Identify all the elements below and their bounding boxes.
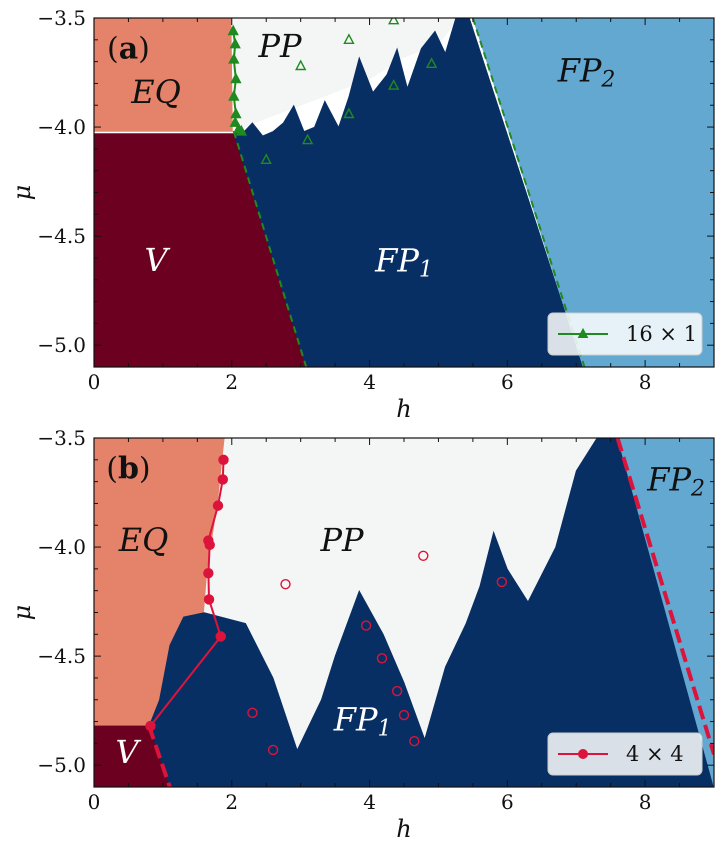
panel-b-boundary-line-1 <box>147 725 172 787</box>
panel-a-point-filled-1 <box>227 24 239 36</box>
panel-a-panel-label: (a) <box>107 32 150 67</box>
panel-b-region-v <box>94 725 171 787</box>
panel-b-x-tick-label: 4 <box>363 790 376 814</box>
panel-a-label-pp: PP <box>257 27 302 65</box>
panel-b-point-open-8 <box>409 735 420 747</box>
panel-b-y-tick-label: −4.0 <box>37 535 86 559</box>
panel-b-y-axis-label: μ <box>8 605 36 621</box>
panel-a-point-filled-7 <box>229 116 241 127</box>
panel-b-legend-box <box>547 732 703 776</box>
panel-a-boundary-line-2 <box>471 18 586 367</box>
panel-b-legend: 4 × 4 <box>547 732 703 776</box>
panel-b-x-tick-label: 8 <box>639 790 652 814</box>
panel-a-point-open-2 <box>295 59 307 71</box>
panel-b-x-tick-label: 2 <box>225 790 238 814</box>
panel-a-point-open-6 <box>388 18 400 25</box>
panel-a-y-tick-label: −3.5 <box>37 6 86 30</box>
panel-b-legend-marker <box>578 749 588 759</box>
panel-b-point-filled-1 <box>145 720 156 732</box>
panel-b: EQ V PP FP1 FP2 (b) 0 2 4 6 8 −3.5 −4.0 −4.5 −5.0 h μ 4 ×… <box>8 426 715 843</box>
panel-b-x-tick-label: 6 <box>501 790 514 814</box>
panel-a-point-open-8 <box>425 57 438 69</box>
panel-b-point-filled-8 <box>217 474 229 485</box>
panel-b-point-open-5 <box>376 653 388 664</box>
panel-a-label-eq: EQ <box>130 73 181 111</box>
panel-a-y-tick-label: −4.0 <box>37 115 86 139</box>
panel-b-point-filled-4 <box>203 568 214 579</box>
panel-a: EQ V PP FP1 FP2 (a) 0 2 4 6 8 −3.5 −4.0 −4.5 −5.0 h μ 16 … <box>8 6 715 423</box>
panel-b-point-filled-7 <box>212 500 224 511</box>
panel-a-y-tick-label: −5.0 <box>37 333 86 357</box>
panel-b-plot-area: EQ V PP FP1 FP2 <box>94 438 714 787</box>
panel-b-point-filled-9 <box>218 454 229 466</box>
panel-a-point-open-5 <box>343 107 355 119</box>
panel-b-label-v: V <box>116 733 142 771</box>
panel-b-point-open-6 <box>391 685 403 697</box>
panel-b-x-tick-label: 0 <box>88 790 101 814</box>
panel-a-label-fp2: FP2 <box>557 51 616 93</box>
panel-a-x-tick-label: 8 <box>639 370 652 394</box>
panel-a-point-filled-2 <box>229 37 241 49</box>
panel-a-legend-box <box>547 312 703 356</box>
panel-b-x-axis-label: h <box>396 815 411 843</box>
panel-a-x-tick-label: 4 <box>363 370 376 394</box>
panel-b-point-open-2 <box>418 550 429 561</box>
panel-b-label-pp: PP <box>319 521 364 559</box>
panel-b-label-fp1: FP1 <box>333 700 392 742</box>
panel-a-label-v: V <box>144 241 170 279</box>
panel-a-label-fp1: FP1 <box>374 241 433 283</box>
panel-a-point-filled-5 <box>228 90 240 101</box>
panel-b-point-open-10 <box>267 744 279 756</box>
panel-a-point-open-7 <box>388 79 400 90</box>
panel-a-point-filled-6 <box>230 107 242 119</box>
panel-a-x-tick-label: 6 <box>501 370 514 394</box>
panel-a-legend-label: 16 × 1 <box>626 322 697 346</box>
panel-a-region-eq <box>94 18 233 132</box>
panel-b-label-fp2: FP2 <box>646 460 705 502</box>
panel-a-point-open-4 <box>343 33 355 44</box>
panel-b-point-open-3 <box>496 576 508 588</box>
panel-a-y-tick-label: −4.5 <box>37 224 86 248</box>
panel-a-legend: 16 × 1 <box>547 312 703 356</box>
panel-b-y-tick-label: −4.5 <box>37 644 86 668</box>
panel-a-y-axis-label: μ <box>8 185 36 201</box>
panel-b-point-filled-6 <box>203 535 214 546</box>
panel-b-point-filled-3 <box>203 594 215 605</box>
panel-b-y-tick-label: −3.5 <box>37 426 86 450</box>
panel-a-point-open-3 <box>301 133 314 145</box>
panel-b-label-eq: EQ <box>118 521 169 559</box>
panel-b-region-fp2 <box>617 438 714 787</box>
panel-a-point-filled-9 <box>235 124 248 136</box>
panel-a-plot-area: EQ V PP FP1 FP2 <box>94 18 714 367</box>
panel-b-point-open-9 <box>247 707 258 719</box>
panel-a-x-tick-label: 0 <box>88 370 101 394</box>
panel-b-y-tick-label: −5.0 <box>37 753 86 777</box>
panel-b-boundary-line-2 <box>615 438 714 755</box>
panel-a-boundary-line-1 <box>232 131 308 367</box>
panel-a-point-filled-3 <box>228 52 240 64</box>
panel-a-point-filled-4 <box>230 72 242 84</box>
panel-b-panel-label: (b) <box>106 452 150 487</box>
panel-a-region-fp1 <box>232 18 584 367</box>
panel-a-region-v <box>94 133 307 367</box>
panel-b-region-fp1 <box>148 438 714 787</box>
panel-b-point-open-1 <box>280 578 291 590</box>
panel-b-point-open-4 <box>360 620 372 631</box>
panel-a-legend-marker <box>577 327 589 338</box>
panel-a-point-open-1 <box>260 153 272 165</box>
panel-b-point-filled-2 <box>215 631 226 642</box>
panel-a-x-axis-label: h <box>396 395 411 423</box>
panel-a-x-tick-label: 2 <box>225 370 238 394</box>
panel-b-legend-label: 4 × 4 <box>626 742 684 766</box>
panel-b-point-open-7 <box>398 709 410 721</box>
